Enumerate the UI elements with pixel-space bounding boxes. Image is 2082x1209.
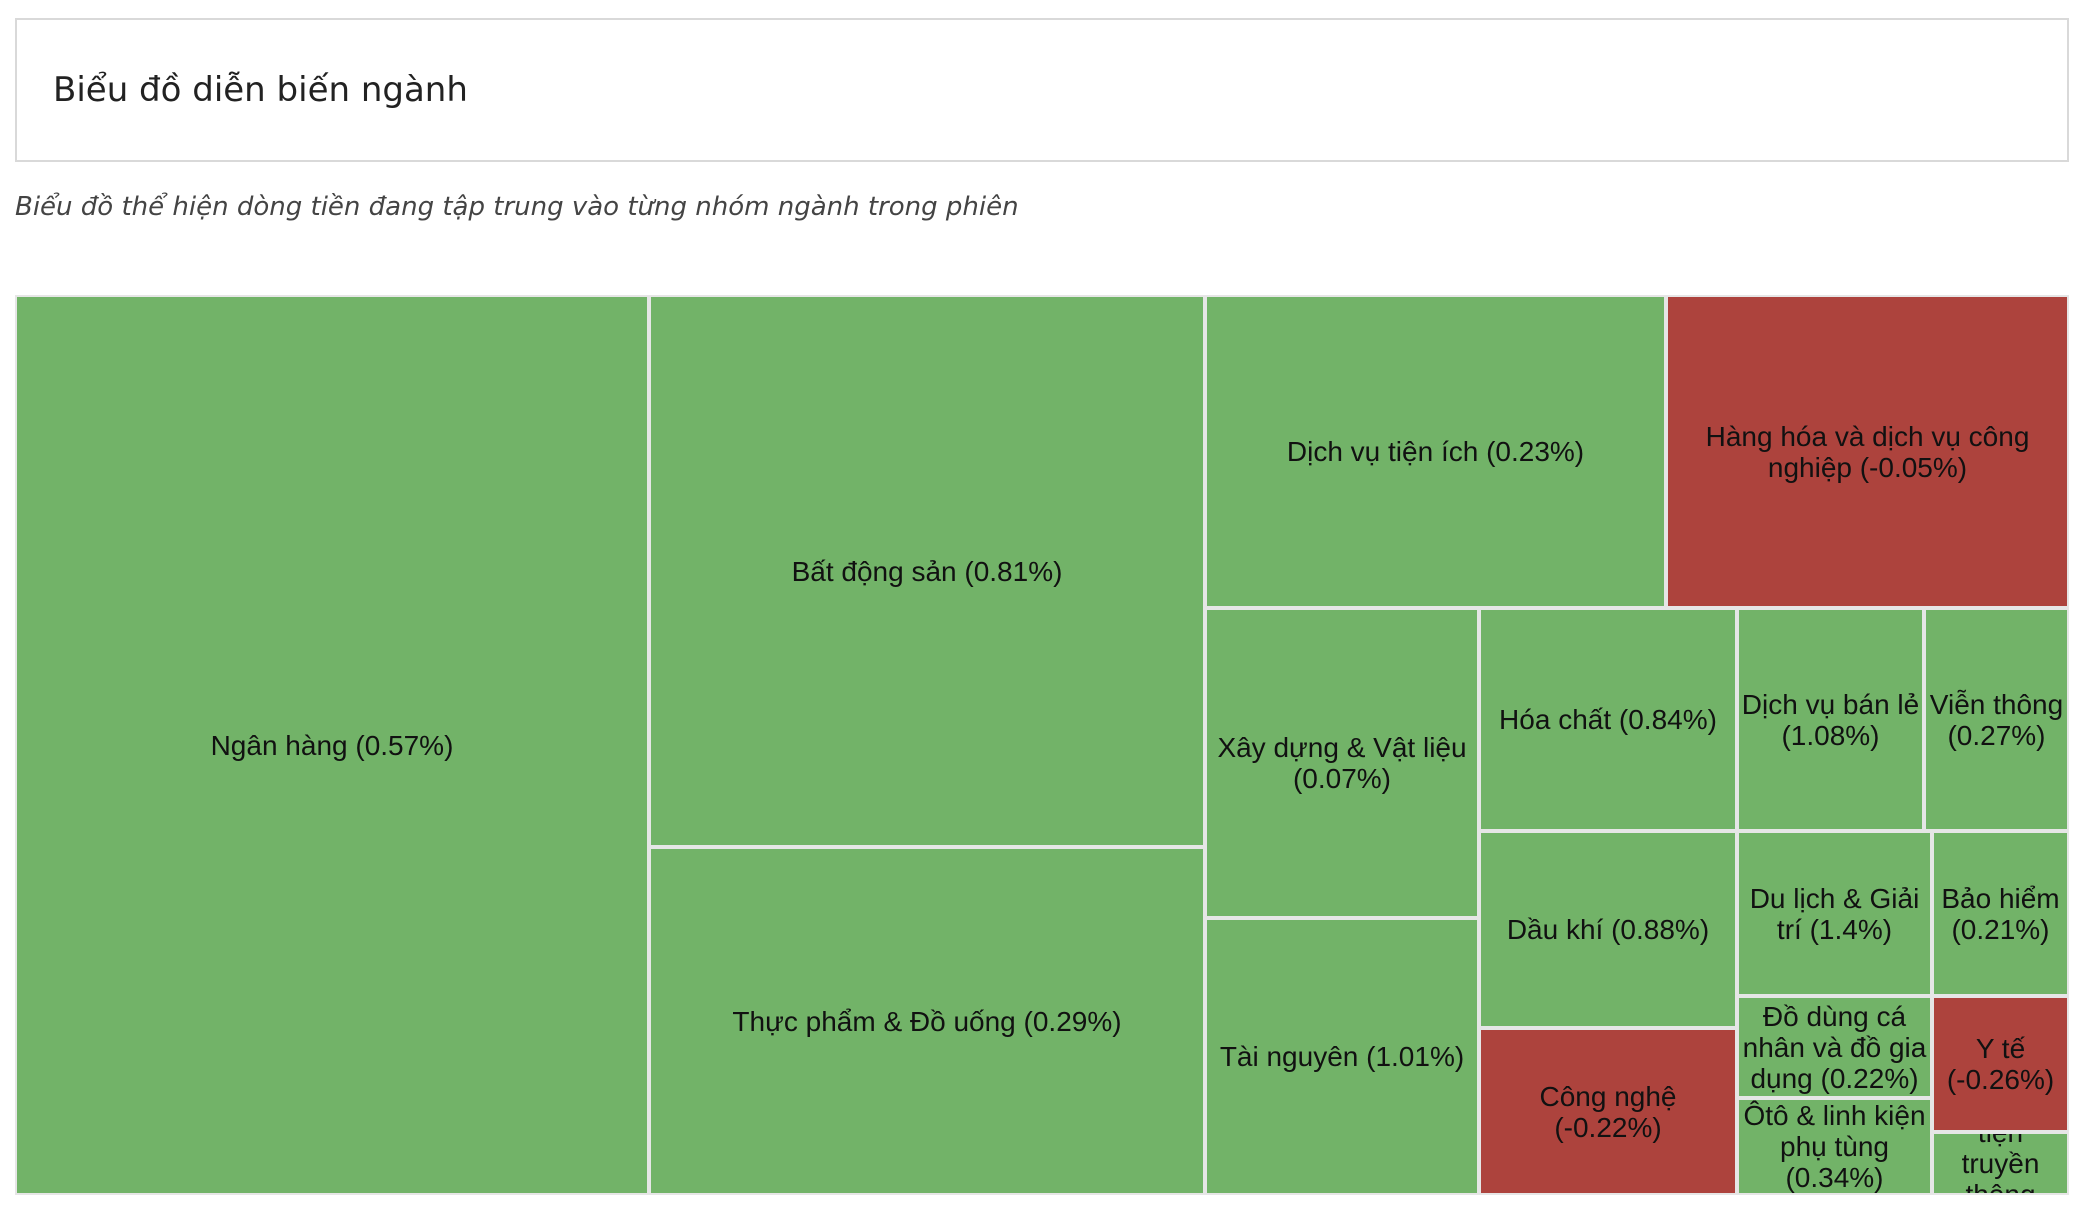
treemap-cell-tien-truyen-thong[interactable]: tiện truyền thông [1932,1132,2069,1195]
treemap-cell-bat-dong-san[interactable]: Bất động sản (0.81%) [649,295,1205,847]
treemap-cell-cong-nghe[interactable]: Công nghệ (-0.22%) [1479,1028,1737,1195]
treemap-cell-y-te[interactable]: Y tế (-0.26%) [1932,996,2069,1132]
treemap-cell-ngan-hang[interactable]: Ngân hàng (0.57%) [15,295,649,1195]
treemap-cell-hoa-chat[interactable]: Hóa chất (0.84%) [1479,608,1737,831]
treemap-cell-label: tiện truyền thông [1961,1132,2040,1195]
treemap-cell-label: Bất động sản (0.81%) [791,555,1063,587]
chart-subtitle: Biểu đồ thể hiện dòng tiền đang tập trun… [15,192,1019,222]
treemap-cell-label: Xây dựng & Vật liệu (0.07%) [1217,732,1467,794]
treemap-cell-label: Ôtô & linh kiện phụ tùng (0.34%) [1743,1100,1926,1193]
treemap-cell-do-dung-ca-nhan-va-do-gia-dung[interactable]: Đồ dùng cá nhân và đồ gia dụng (0.22%) [1737,996,1932,1098]
treemap-cell-label: Dịch vụ tiện ích (0.23%) [1286,436,1585,467]
chart-title-box: Biểu đồ diễn biến ngành [15,18,2069,162]
treemap-cell-label: Y tế (-0.26%) [1946,1033,2055,1095]
treemap-cell-dich-vu-tien-ich[interactable]: Dịch vụ tiện ích (0.23%) [1205,295,1666,608]
treemap-cell-label: Đồ dùng cá nhân và đồ gia dụng (0.22%) [1742,1000,1927,1094]
treemap-cell-label: Hóa chất (0.84%) [1499,704,1717,735]
treemap-cell-du-lich-giai-tri[interactable]: Du lịch & Giải trí (1.4%) [1737,831,1932,996]
treemap-cell-label: Hàng hóa và dịch vụ công nghiệp (-0.05%) [1705,420,2030,483]
treemap-cell-dau-khi[interactable]: Dầu khí (0.88%) [1479,831,1737,1028]
treemap-cell-label: Ngân hàng (0.57%) [210,729,454,761]
treemap-cell-label: Viễn thông (0.27%) [1929,688,2064,751]
treemap-cell-label: Bảo hiểm (0.21%) [1941,882,2060,945]
treemap-cell-label: Dầu khí (0.88%) [1506,914,1710,945]
treemap-cell-tai-nguyen[interactable]: Tài nguyên (1.01%) [1205,918,1479,1195]
chart-title: Biểu đồ diễn biến ngành [53,70,468,110]
treemap-cell-label: Thực phẩm & Đồ uống (0.29%) [732,1005,1122,1037]
treemap-cell-oto-linh-kien-phu-tung[interactable]: Ôtô & linh kiện phụ tùng (0.34%) [1737,1098,1932,1195]
treemap-cell-hang-hoa-va-dich-vu-cong-nghiep[interactable]: Hàng hóa và dịch vụ công nghiệp (-0.05%) [1666,295,2069,608]
treemap-cell-label: Dịch vụ bán lẻ (1.08%) [1741,688,1920,751]
treemap-cell-label: Công nghệ (-0.22%) [1539,1080,1677,1143]
sector-treemap: Ngân hàng (0.57%) Bất động sản (0.81%) Thự… [15,295,2069,1195]
treemap-cell-dich-vu-ban-le[interactable]: Dịch vụ bán lẻ (1.08%) [1737,608,1924,831]
treemap-cell-bao-hiem[interactable]: Bảo hiểm (0.21%) [1932,831,2069,996]
treemap-cell-label: Tài nguyên (1.01%) [1219,1041,1465,1072]
treemap-cell-thuc-pham-do-uong[interactable]: Thực phẩm & Đồ uống (0.29%) [649,847,1205,1195]
treemap-cell-label: Du lịch & Giải trí (1.4%) [1749,882,1920,945]
treemap-cell-vien-thong[interactable]: Viễn thông (0.27%) [1924,608,2069,831]
treemap-cell-xay-dung-vat-lieu[interactable]: Xây dựng & Vật liệu (0.07%) [1205,608,1479,918]
